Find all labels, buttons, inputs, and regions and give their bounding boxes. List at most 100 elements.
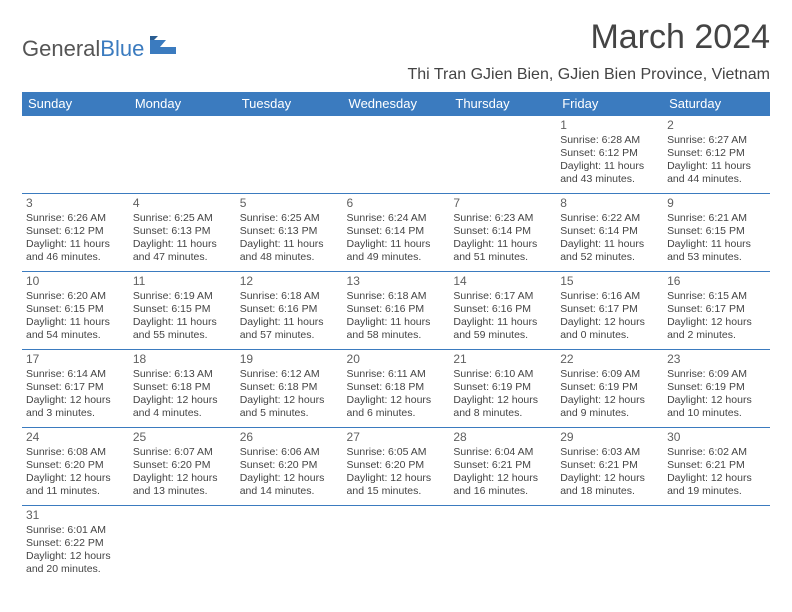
sunrise-line: Sunrise: 6:10 AM <box>453 368 552 381</box>
day-header: Friday <box>556 92 663 116</box>
daylight-line: Daylight: 11 hours and 43 minutes. <box>560 160 659 186</box>
day-header: Sunday <box>22 92 129 116</box>
calendar-day: 29Sunrise: 6:03 AMSunset: 6:21 PMDayligh… <box>556 428 663 506</box>
calendar-day: 19Sunrise: 6:12 AMSunset: 6:18 PMDayligh… <box>236 350 343 428</box>
daylight-line: Daylight: 11 hours and 59 minutes. <box>453 316 552 342</box>
sunset-line: Sunset: 6:17 PM <box>26 381 125 394</box>
sunset-line: Sunset: 6:20 PM <box>240 459 339 472</box>
day-number: 19 <box>240 352 339 367</box>
day-number: 11 <box>133 274 232 289</box>
day-header: Saturday <box>663 92 770 116</box>
day-number: 5 <box>240 196 339 211</box>
sunset-line: Sunset: 6:14 PM <box>560 225 659 238</box>
day-number: 17 <box>26 352 125 367</box>
empty-day <box>343 116 450 194</box>
day-number: 7 <box>453 196 552 211</box>
sunrise-line: Sunrise: 6:13 AM <box>133 368 232 381</box>
calendar-day: 4Sunrise: 6:25 AMSunset: 6:13 PMDaylight… <box>129 194 236 272</box>
empty-day <box>449 116 556 194</box>
sunset-line: Sunset: 6:20 PM <box>347 459 446 472</box>
location-subtitle: Thi Tran GJien Bien, GJien Bien Province… <box>22 66 770 84</box>
calendar-day: 15Sunrise: 6:16 AMSunset: 6:17 PMDayligh… <box>556 272 663 350</box>
calendar-day: 28Sunrise: 6:04 AMSunset: 6:21 PMDayligh… <box>449 428 556 506</box>
calendar-day: 1Sunrise: 6:28 AMSunset: 6:12 PMDaylight… <box>556 116 663 194</box>
sunrise-line: Sunrise: 6:25 AM <box>240 212 339 225</box>
empty-day <box>663 506 770 584</box>
calendar-day: 2Sunrise: 6:27 AMSunset: 6:12 PMDaylight… <box>663 116 770 194</box>
calendar-day: 22Sunrise: 6:09 AMSunset: 6:19 PMDayligh… <box>556 350 663 428</box>
sunrise-line: Sunrise: 6:04 AM <box>453 446 552 459</box>
calendar-day: 5Sunrise: 6:25 AMSunset: 6:13 PMDaylight… <box>236 194 343 272</box>
daylight-line: Daylight: 11 hours and 54 minutes. <box>26 316 125 342</box>
day-number: 22 <box>560 352 659 367</box>
day-number: 21 <box>453 352 552 367</box>
day-number: 16 <box>667 274 766 289</box>
sunset-line: Sunset: 6:21 PM <box>667 459 766 472</box>
calendar-day: 27Sunrise: 6:05 AMSunset: 6:20 PMDayligh… <box>343 428 450 506</box>
daylight-line: Daylight: 12 hours and 8 minutes. <box>453 394 552 420</box>
day-header: Monday <box>129 92 236 116</box>
day-header: Wednesday <box>343 92 450 116</box>
sunrise-line: Sunrise: 6:28 AM <box>560 134 659 147</box>
calendar-day: 6Sunrise: 6:24 AMSunset: 6:14 PMDaylight… <box>343 194 450 272</box>
calendar-day: 20Sunrise: 6:11 AMSunset: 6:18 PMDayligh… <box>343 350 450 428</box>
sunrise-line: Sunrise: 6:18 AM <box>347 290 446 303</box>
day-number: 18 <box>133 352 232 367</box>
sunset-line: Sunset: 6:16 PM <box>347 303 446 316</box>
sunset-line: Sunset: 6:21 PM <box>560 459 659 472</box>
sunrise-line: Sunrise: 6:02 AM <box>667 446 766 459</box>
sunrise-line: Sunrise: 6:23 AM <box>453 212 552 225</box>
daylight-line: Daylight: 12 hours and 19 minutes. <box>667 472 766 498</box>
sunrise-line: Sunrise: 6:24 AM <box>347 212 446 225</box>
day-number: 24 <box>26 430 125 445</box>
empty-day <box>449 506 556 584</box>
sunrise-line: Sunrise: 6:06 AM <box>240 446 339 459</box>
empty-day <box>236 506 343 584</box>
day-number: 9 <box>667 196 766 211</box>
day-number: 29 <box>560 430 659 445</box>
sunset-line: Sunset: 6:16 PM <box>453 303 552 316</box>
sunrise-line: Sunrise: 6:09 AM <box>667 368 766 381</box>
logo: GeneralBlue <box>22 34 178 64</box>
daylight-line: Daylight: 12 hours and 0 minutes. <box>560 316 659 342</box>
sunset-line: Sunset: 6:13 PM <box>133 225 232 238</box>
sunrise-line: Sunrise: 6:22 AM <box>560 212 659 225</box>
sunrise-line: Sunrise: 6:01 AM <box>26 524 125 537</box>
sunset-line: Sunset: 6:15 PM <box>133 303 232 316</box>
calendar-day: 7Sunrise: 6:23 AMSunset: 6:14 PMDaylight… <box>449 194 556 272</box>
daylight-line: Daylight: 12 hours and 18 minutes. <box>560 472 659 498</box>
daylight-line: Daylight: 12 hours and 15 minutes. <box>347 472 446 498</box>
logo-text-2: Blue <box>100 36 144 62</box>
sunrise-line: Sunrise: 6:07 AM <box>133 446 232 459</box>
sunrise-line: Sunrise: 6:03 AM <box>560 446 659 459</box>
sunrise-line: Sunrise: 6:09 AM <box>560 368 659 381</box>
sunset-line: Sunset: 6:15 PM <box>667 225 766 238</box>
daylight-line: Daylight: 12 hours and 14 minutes. <box>240 472 339 498</box>
daylight-line: Daylight: 12 hours and 9 minutes. <box>560 394 659 420</box>
calendar-day: 11Sunrise: 6:19 AMSunset: 6:15 PMDayligh… <box>129 272 236 350</box>
daylight-line: Daylight: 12 hours and 3 minutes. <box>26 394 125 420</box>
sunrise-line: Sunrise: 6:26 AM <box>26 212 125 225</box>
sunrise-line: Sunrise: 6:25 AM <box>133 212 232 225</box>
sunset-line: Sunset: 6:15 PM <box>26 303 125 316</box>
sunset-line: Sunset: 6:19 PM <box>453 381 552 394</box>
empty-day <box>129 116 236 194</box>
sunset-line: Sunset: 6:20 PM <box>26 459 125 472</box>
day-number: 3 <box>26 196 125 211</box>
daylight-line: Daylight: 12 hours and 16 minutes. <box>453 472 552 498</box>
sunset-line: Sunset: 6:16 PM <box>240 303 339 316</box>
day-number: 6 <box>347 196 446 211</box>
daylight-line: Daylight: 11 hours and 57 minutes. <box>240 316 339 342</box>
calendar-day: 14Sunrise: 6:17 AMSunset: 6:16 PMDayligh… <box>449 272 556 350</box>
daylight-line: Daylight: 11 hours and 48 minutes. <box>240 238 339 264</box>
calendar-day: 16Sunrise: 6:15 AMSunset: 6:17 PMDayligh… <box>663 272 770 350</box>
sunrise-line: Sunrise: 6:18 AM <box>240 290 339 303</box>
calendar-day: 30Sunrise: 6:02 AMSunset: 6:21 PMDayligh… <box>663 428 770 506</box>
daylight-line: Daylight: 11 hours and 46 minutes. <box>26 238 125 264</box>
day-number: 20 <box>347 352 446 367</box>
day-number: 26 <box>240 430 339 445</box>
daylight-line: Daylight: 12 hours and 4 minutes. <box>133 394 232 420</box>
day-number: 27 <box>347 430 446 445</box>
calendar-day: 25Sunrise: 6:07 AMSunset: 6:20 PMDayligh… <box>129 428 236 506</box>
sunset-line: Sunset: 6:13 PM <box>240 225 339 238</box>
